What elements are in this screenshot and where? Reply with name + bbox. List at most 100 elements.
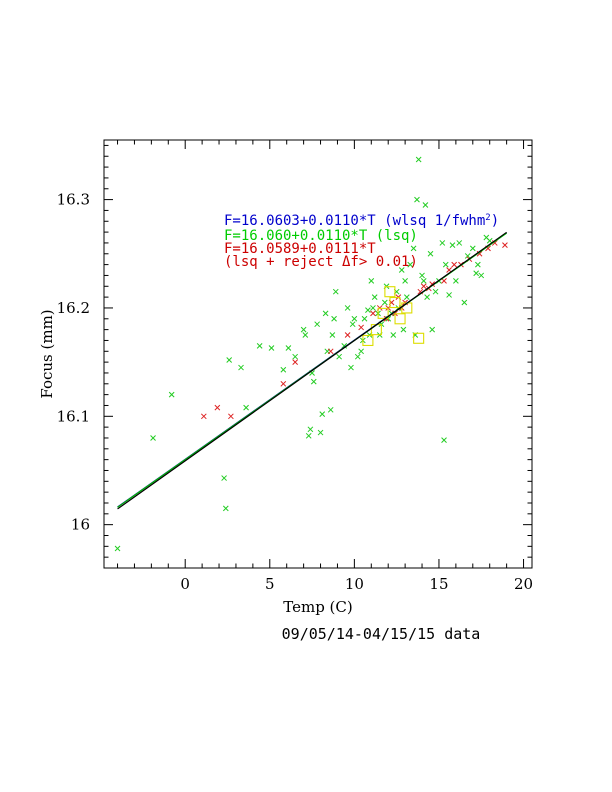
fit-line-lsq-reject <box>117 231 507 510</box>
data-point-x <box>398 267 405 273</box>
data-point-x <box>478 272 485 279</box>
data-point-x <box>292 359 299 365</box>
data-point-x <box>319 411 326 417</box>
x-axis-title: Temp (C) <box>283 598 353 616</box>
data-point-x <box>302 332 309 338</box>
data-point-x <box>200 413 207 420</box>
data-point-x <box>432 288 439 295</box>
data-point-x <box>381 299 388 306</box>
data-point-x <box>461 299 468 306</box>
data-point-x <box>427 250 434 257</box>
data-point-x <box>422 202 429 208</box>
data-point-x <box>441 437 447 443</box>
data-point-x <box>439 240 446 246</box>
data-point-x <box>365 307 371 313</box>
data-point-x <box>451 261 458 268</box>
data-point-x <box>414 196 420 203</box>
data-point-x <box>226 357 233 363</box>
data-point-x <box>317 429 324 436</box>
data-point-x <box>370 310 376 317</box>
data-point-x <box>329 332 336 338</box>
data-point-x <box>349 321 356 328</box>
data-point-x <box>307 426 314 433</box>
data-point-x <box>390 332 397 338</box>
data-point-x <box>358 324 364 331</box>
data-point-x <box>310 378 317 385</box>
data-point-x <box>449 242 456 248</box>
data-point-x <box>314 321 321 328</box>
data-point-x <box>341 343 348 349</box>
data-point-x <box>361 315 368 322</box>
data-point-x <box>419 272 425 279</box>
data-point-x <box>332 288 339 295</box>
tick-labels: 0 5 10 15 20 16 16.1 16.2 16.3 <box>57 191 533 593</box>
y-tick-label: 16 <box>71 516 90 534</box>
y-tick-label: 16.2 <box>57 299 90 317</box>
data-point-x <box>214 404 221 411</box>
data-point-x <box>327 348 334 355</box>
data-point-x <box>402 278 408 284</box>
data-point-x <box>243 404 249 411</box>
data-point-x <box>348 364 354 371</box>
data-point-x <box>358 348 364 355</box>
fit-annotations: F=16.0603+0.0110*T (wlsq 1/fwhm2)F=16.06… <box>224 213 499 270</box>
y-tick-label: 16.1 <box>57 407 90 425</box>
data-point-x <box>336 353 342 360</box>
data-point-square <box>377 307 389 319</box>
data-point-square <box>413 332 425 344</box>
data-point-x <box>420 278 427 284</box>
x-tick-label: 15 <box>429 575 448 593</box>
data-point-x <box>150 435 156 441</box>
data-point-x <box>327 406 334 413</box>
data-point-x <box>221 475 227 481</box>
data-point-x <box>473 270 480 277</box>
data-point-x <box>351 315 358 322</box>
data-point-x <box>305 432 312 439</box>
data-point-x <box>368 278 375 284</box>
data-point-square <box>384 286 396 298</box>
fit-annotation: F=16.0589+0.0111*T <box>224 241 376 257</box>
data-point-square <box>389 296 401 309</box>
data-point-x <box>400 326 407 333</box>
data-point-x <box>280 366 287 373</box>
data-point-x <box>331 315 337 322</box>
data-point-x <box>415 156 422 163</box>
data-point-x <box>228 413 234 420</box>
data-point-x <box>285 345 292 351</box>
y-axis-title: Focus (mm) <box>38 309 56 398</box>
data-point-x <box>344 305 351 311</box>
data-point-x <box>502 242 508 248</box>
data-point-x <box>456 240 463 246</box>
data-point-x <box>238 364 244 371</box>
data-point-x <box>475 261 481 268</box>
data-point-x <box>292 353 299 360</box>
axis-ticks <box>104 140 532 569</box>
x-tick-label: 10 <box>345 575 364 593</box>
data-point-x <box>453 278 459 284</box>
data-point-x <box>168 391 175 398</box>
data-point-x <box>280 380 287 387</box>
x-tick-label: 5 <box>265 575 275 593</box>
fit-lines <box>117 231 507 510</box>
data-point-x <box>407 261 414 268</box>
data-point-x <box>441 278 447 284</box>
data-point-x <box>424 294 430 300</box>
fit-annotation: F=16.060+0.0110*T (lsq) <box>224 228 418 244</box>
data-point-x <box>322 310 329 317</box>
data-point-x <box>464 253 471 259</box>
data-point-x <box>222 505 229 512</box>
data-point-x <box>114 545 121 552</box>
data-point-x <box>344 332 351 338</box>
data-point-x <box>410 245 417 252</box>
data-point-x <box>370 305 376 311</box>
data-point-x <box>442 261 449 268</box>
fit-annotation: (lsq + reject Δf> 0.01) <box>224 254 418 270</box>
data-point-x <box>256 343 263 349</box>
plot-frame <box>103 139 533 569</box>
data-point-x <box>403 294 410 300</box>
y-tick-label: 16.3 <box>57 191 90 209</box>
x-tick-label: 0 <box>180 575 190 593</box>
data-point-x <box>420 283 427 290</box>
data-point-x <box>429 326 436 333</box>
